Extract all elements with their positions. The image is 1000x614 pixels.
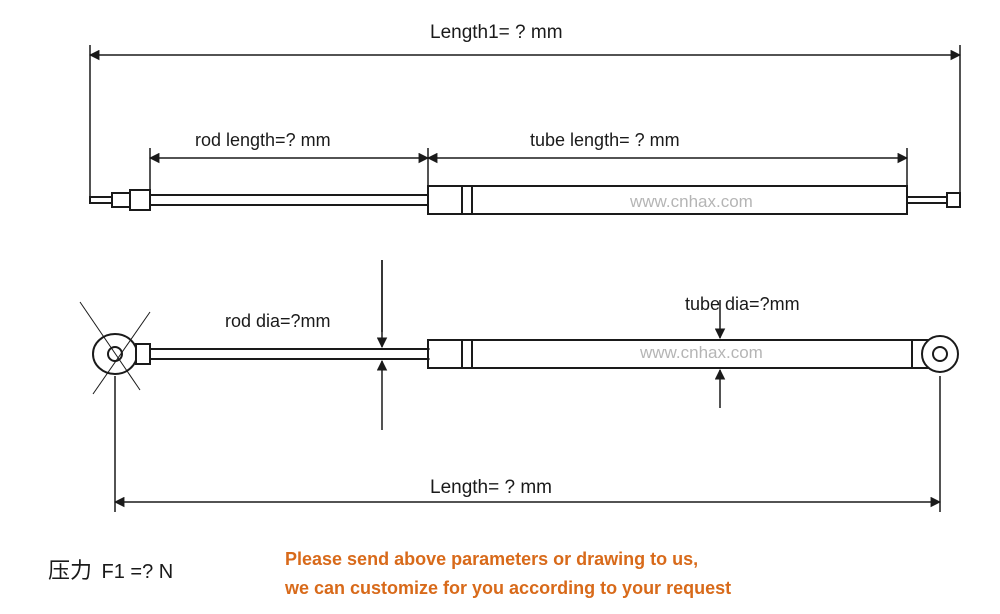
- label-rod-length: rod length=? mm: [195, 130, 331, 151]
- dim-rod-tube-length: [150, 148, 907, 190]
- watermark-2: www.cnhax.com: [640, 343, 763, 363]
- label-pressure: 压力 F1 =? N: [48, 553, 173, 585]
- strut-bottom: [80, 302, 958, 394]
- pressure-cjk: 压力: [48, 558, 92, 583]
- instruction-line-1: Please send above parameters or drawing …: [285, 545, 731, 574]
- label-length1: Length1= ? mm: [430, 22, 563, 44]
- dim-rod-dia: [358, 260, 430, 430]
- instruction-text: Please send above parameters or drawing …: [285, 545, 731, 603]
- pressure-eq: F1 =? N: [102, 561, 174, 583]
- technical-drawing: [0, 0, 1000, 614]
- watermark-1: www.cnhax.com: [630, 192, 753, 212]
- strut-top: [90, 186, 960, 214]
- label-length: Length= ? mm: [430, 477, 552, 499]
- instruction-line-2: we can customize for you according to yo…: [285, 574, 731, 603]
- label-tube-dia: tube dia=?mm: [685, 294, 800, 315]
- label-tube-length: tube length= ? mm: [530, 130, 680, 151]
- dim-length1: [90, 45, 960, 203]
- label-rod-dia: rod dia=?mm: [225, 311, 331, 332]
